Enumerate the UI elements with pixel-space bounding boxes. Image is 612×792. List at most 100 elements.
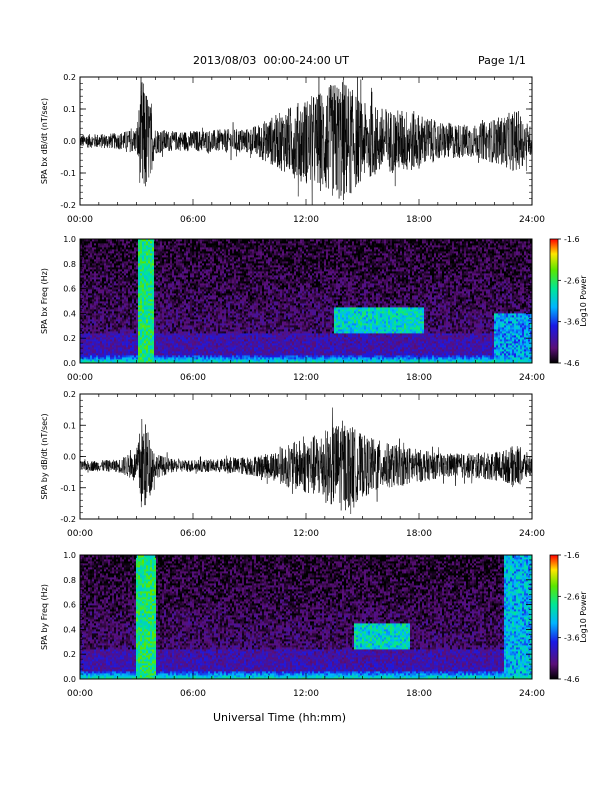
spectrogram-cell (90, 323, 93, 326)
spectrogram-cell (164, 265, 167, 268)
spectrogram-cell (122, 279, 125, 282)
spectrogram-cell (82, 289, 85, 292)
spectrogram-cell (112, 265, 115, 268)
spectrogram-cell (94, 307, 97, 310)
spectrogram-cell (158, 305, 161, 308)
spectrogram-cell (148, 345, 151, 348)
spectrogram-cell (120, 247, 123, 250)
spectrogram-cell (106, 287, 109, 290)
spectrogram-cell (98, 265, 101, 268)
spectrogram-cell (106, 263, 109, 266)
spectrogram-cell (142, 321, 145, 324)
spectrogram-cell (96, 261, 99, 264)
spectrogram-cell (118, 305, 121, 308)
spectrogram-cell (108, 241, 111, 244)
spectrogram-cell (118, 263, 121, 266)
spectrogram-cell (146, 359, 149, 362)
spectrogram-cell (110, 283, 113, 286)
spectrogram-cell (150, 321, 153, 324)
spectrogram-cell (114, 347, 117, 350)
spectrogram-cell (80, 303, 83, 306)
spectrogram-cell (98, 275, 101, 278)
spectrogram-cell (144, 239, 147, 242)
spectrogram-cell (130, 257, 133, 260)
spectrogram-cell (82, 327, 85, 330)
spectrogram-cell (140, 307, 143, 310)
spectrogram-cell (150, 305, 153, 308)
spectrogram-cell (80, 279, 83, 282)
spectrogram-cell (100, 315, 103, 318)
spectrogram-cell (86, 241, 89, 244)
spectrogram-cell (86, 345, 89, 348)
spectrogram-cell (134, 329, 137, 332)
spectrogram-cell (94, 337, 97, 340)
spectrogram-cell (156, 281, 159, 284)
spectrogram-cell (84, 351, 87, 354)
spectrogram-cell (116, 279, 119, 282)
spectrogram-cell (116, 325, 119, 328)
spectrogram-cell (132, 279, 135, 282)
spectrogram-cell (156, 275, 159, 278)
spectrogram-cell (128, 261, 131, 264)
spectrogram-cell (88, 313, 91, 316)
spectrogram-cell (82, 249, 85, 252)
spectrogram-cell (94, 261, 97, 264)
spectrogram-cell (134, 263, 137, 266)
spectrogram-cell (116, 273, 119, 276)
spectrogram-cell (128, 321, 131, 324)
spectrogram-cell (160, 297, 163, 300)
spectrogram-cell (100, 353, 103, 356)
spectrogram-cell (92, 249, 95, 252)
spectrogram-cell (108, 353, 111, 356)
spectrogram-cell (84, 323, 87, 326)
spectrogram-cell (132, 283, 135, 286)
spectrogram-cell (136, 259, 139, 262)
spectrogram-cell (134, 301, 137, 304)
spectrogram-cell (142, 281, 145, 284)
spectrogram-cell (144, 299, 147, 302)
spectrogram-cell (124, 243, 127, 246)
spectrogram-cell (156, 269, 159, 272)
spectrogram-cell (136, 349, 139, 352)
spectrogram-cell (102, 283, 105, 286)
spectrogram-cell (104, 333, 107, 336)
spectrogram-cell (138, 327, 141, 330)
spectrogram-cell (152, 361, 155, 364)
spectrogram-cell (146, 239, 149, 242)
spectrogram-cell (160, 337, 163, 340)
spectrogram-cell (140, 333, 143, 336)
spectrogram-cell (126, 343, 129, 346)
spectrogram-cell (142, 329, 145, 332)
spectrogram-cell (108, 335, 111, 338)
spectrogram-cell (164, 333, 167, 336)
spectrogram-cell (98, 307, 101, 310)
spectrogram-cell (130, 293, 133, 296)
spectrogram-cell (102, 335, 105, 338)
spectrogram-cell (164, 275, 167, 278)
spectrogram-cell (102, 359, 105, 362)
spectrogram-cell (98, 269, 101, 272)
spectrogram-cell (162, 275, 165, 278)
spectrogram-cell (136, 273, 139, 276)
spectrogram-cell (112, 281, 115, 284)
spectrogram-cell (100, 291, 103, 294)
spectrogram-cell (108, 305, 111, 308)
spectrogram-cell (134, 353, 137, 356)
spectrogram-cell (120, 261, 123, 264)
spectrogram-cell (90, 339, 93, 342)
spectrogram-cell (140, 253, 143, 256)
spectrogram-cell (128, 257, 131, 260)
spectrogram-cell (158, 331, 161, 334)
spectrogram-cell (150, 249, 153, 252)
spectrogram-cell (122, 241, 125, 244)
y-tick-label: -0.1 (60, 169, 76, 178)
spectrogram-cell (126, 255, 129, 258)
spectrogram-cell (124, 355, 127, 358)
spectrogram-cell (156, 247, 159, 250)
spectrogram-cell (104, 255, 107, 258)
spectrogram-cell (80, 331, 83, 334)
spectrogram-cell (124, 329, 127, 332)
spectrogram-cell (164, 263, 167, 266)
spectrogram-cell (132, 311, 135, 314)
spectrogram-cell (92, 327, 95, 330)
